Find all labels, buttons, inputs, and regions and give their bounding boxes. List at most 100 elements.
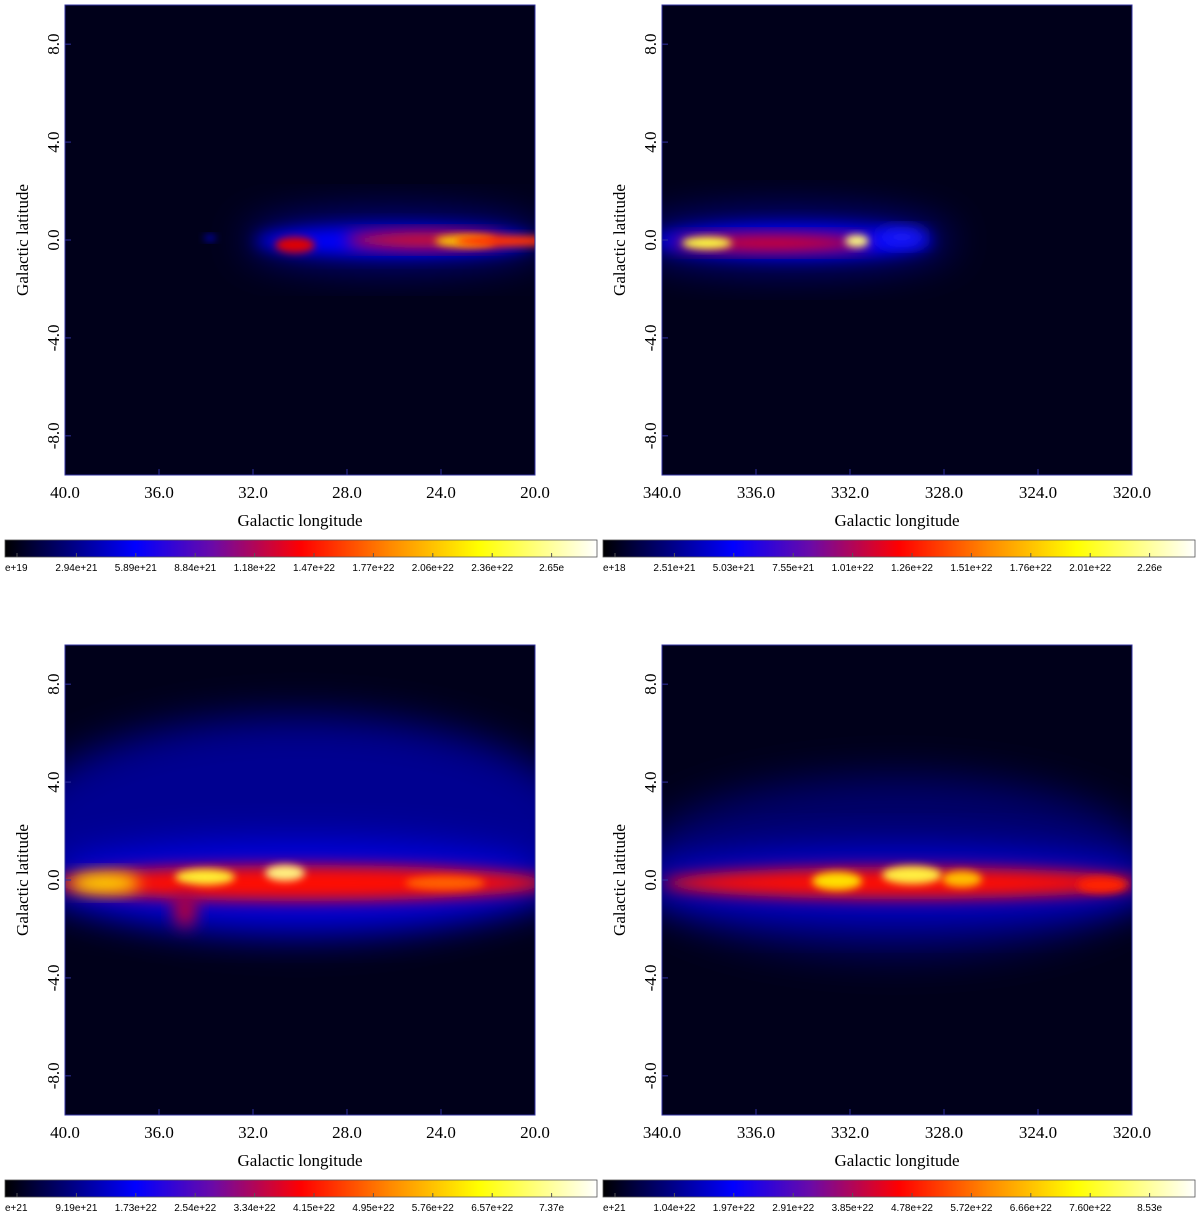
colorbar [602, 1179, 1196, 1198]
colorbar-label: e+21 [603, 1203, 626, 1214]
x-tick-label: 36.0 [144, 483, 174, 502]
x-tick-label: 28.0 [332, 1123, 362, 1142]
colorbar [602, 539, 1196, 558]
y-tick-label: 8.0 [641, 34, 660, 55]
x-tick-label: 324.0 [1019, 1123, 1057, 1142]
x-tick-label: 20.0 [520, 483, 550, 502]
heatmap [662, 5, 1132, 475]
y-tick-label: 4.0 [44, 771, 63, 792]
colorbar-label: 1.51e+22 [950, 563, 992, 574]
colorbar-label: 4.78e+22 [891, 1203, 933, 1214]
x-tick-label: 20.0 [520, 1123, 550, 1142]
x-tick-label: 320.0 [1113, 1123, 1151, 1142]
colorbar-label: 1.97e+22 [713, 1203, 755, 1214]
colorbar-label: 1.47e+22 [293, 563, 335, 574]
colorbar-label: 3.85e+22 [832, 1203, 874, 1214]
emission [877, 229, 927, 245]
colorbar-label: 2.06e+22 [412, 563, 454, 574]
colorbar-label: 7.55e+21 [772, 563, 814, 574]
x-tick-label: 32.0 [238, 1123, 268, 1142]
colorbar [4, 1179, 598, 1198]
x-tick-label: 40.0 [50, 483, 80, 502]
x-tick-label: 36.0 [144, 1123, 174, 1142]
colorbar-label: 1.26e+22 [891, 563, 933, 574]
x-axis-label: Galactic longitude [237, 1151, 362, 1170]
colorbar-label: 9.19e+21 [55, 1203, 97, 1214]
x-tick-label: 24.0 [426, 483, 456, 502]
heatmap [65, 645, 535, 1115]
y-tick-label: 4.0 [641, 771, 660, 792]
x-tick-label: 336.0 [737, 1123, 775, 1142]
colorbar-label: 1.73e+22 [115, 1203, 157, 1214]
y-tick-label: -8.0 [44, 422, 63, 449]
colorbar-label: e+21 [5, 1203, 28, 1214]
x-tick-label: 332.0 [831, 483, 869, 502]
colorbar-label: 7.60e+22 [1069, 1203, 1111, 1214]
colorbar-label: 1.77e+22 [352, 563, 394, 574]
emission [882, 866, 942, 884]
colorbar-label: 2.51e+21 [653, 563, 695, 574]
colorbar-label: 2.36e+22 [471, 563, 513, 574]
y-tick-label: 0.0 [641, 869, 660, 890]
x-tick-label: 328.0 [925, 483, 963, 502]
emission [173, 892, 197, 928]
y-tick-label: -8.0 [44, 1062, 63, 1089]
colorbar-label: 7.37e [539, 1203, 564, 1214]
colorbar [4, 539, 598, 558]
y-tick-label: 8.0 [44, 674, 63, 695]
colorbar-label: 4.15e+22 [293, 1203, 335, 1214]
y-tick-label: 0.0 [641, 229, 660, 250]
y-tick-label: 0.0 [44, 229, 63, 250]
colorbar-label: e+19 [5, 563, 28, 574]
y-tick-label: -4.0 [641, 964, 660, 991]
y-tick-label: 4.0 [641, 131, 660, 152]
x-tick-label: 24.0 [426, 1123, 456, 1142]
x-tick-label: 328.0 [925, 1123, 963, 1142]
y-tick-label: -8.0 [641, 1062, 660, 1089]
colorbar-label: e+18 [603, 563, 626, 574]
colorbar-label: 1.04e+22 [653, 1203, 695, 1214]
x-tick-label: 340.0 [643, 1123, 681, 1142]
x-tick-label: 332.0 [831, 1123, 869, 1142]
colorbar-label: 5.89e+21 [115, 563, 157, 574]
colorbar-label: 8.84e+21 [174, 563, 216, 574]
colorbar-label: 2.54e+22 [174, 1203, 216, 1214]
x-tick-label: 324.0 [1019, 483, 1057, 502]
emission [455, 235, 535, 247]
colorbar-label: 3.34e+22 [234, 1203, 276, 1214]
y-axis-label: Galactic latitude [13, 824, 32, 936]
emission [812, 872, 862, 890]
y-tick-label: -8.0 [641, 422, 660, 449]
y-tick-label: 4.0 [44, 131, 63, 152]
heatmap [65, 5, 535, 475]
colorbar-label: 1.18e+22 [234, 563, 276, 574]
colorbar-label: 8.53e [1137, 1203, 1162, 1214]
colorbar-label: 5.76e+22 [412, 1203, 454, 1214]
colorbar-label: 5.72e+22 [950, 1203, 992, 1214]
colorbar-label: 5.03e+21 [713, 563, 755, 574]
emission [662, 867, 1132, 899]
colorbar-label: 1.01e+22 [832, 563, 874, 574]
x-axis-label: Galactic longitude [834, 511, 959, 530]
emission [682, 237, 732, 249]
y-tick-label: -4.0 [44, 964, 63, 991]
colorbar-label: 2.65e [539, 563, 564, 574]
x-tick-label: 320.0 [1113, 483, 1151, 502]
emission [175, 869, 235, 885]
emission [405, 876, 485, 890]
y-tick-label: 8.0 [44, 34, 63, 55]
x-tick-label: 28.0 [332, 483, 362, 502]
emission [70, 873, 140, 893]
x-tick-label: 336.0 [737, 483, 775, 502]
colorbar-label: 2.91e+22 [772, 1203, 814, 1214]
colorbar-label: 2.94e+21 [55, 563, 97, 574]
emission [942, 871, 982, 887]
emission [275, 237, 315, 253]
emission [1077, 877, 1127, 893]
colorbar-label: 2.26e [1137, 563, 1162, 574]
y-axis-label: Galactic latitude [13, 184, 32, 296]
emission [204, 235, 216, 241]
y-tick-label: -4.0 [641, 324, 660, 351]
colorbar-label: 6.66e+22 [1010, 1203, 1052, 1214]
